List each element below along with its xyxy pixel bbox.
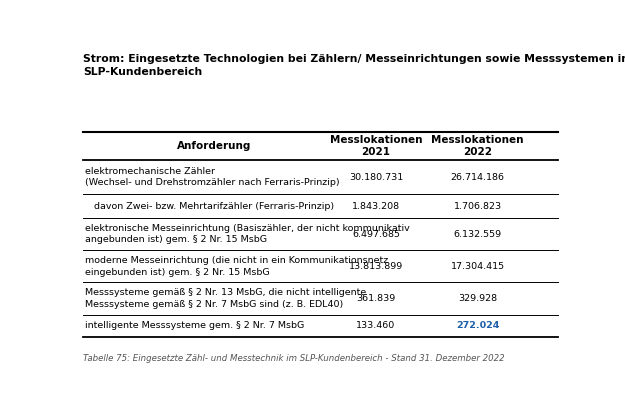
Text: 361.839: 361.839 [356,294,396,303]
Text: elektromechanische Zähler
(Wechsel- und Drehstromzähler nach Ferraris-Prinzip): elektromechanische Zähler (Wechsel- und … [86,167,340,187]
Text: Messsysteme gemäß § 2 Nr. 13 MsbG, die nicht intelligente
Messsysteme gemäß § 2 : Messsysteme gemäß § 2 Nr. 13 MsbG, die n… [86,288,367,309]
Text: 26.714.186: 26.714.186 [451,173,505,181]
Text: davon Zwei- bzw. Mehrtarifzähler (Ferraris-Prinzip): davon Zwei- bzw. Mehrtarifzähler (Ferrar… [86,202,334,211]
Text: Anforderung: Anforderung [177,141,251,151]
Text: 6.497.685: 6.497.685 [352,230,400,239]
Text: moderne Messeinrichtung (die nicht in ein Kommunikationsnetz
eingebunden ist) ge: moderne Messeinrichtung (die nicht in ei… [86,256,389,277]
Text: Messlokationen
2022: Messlokationen 2022 [431,135,524,157]
Text: 6.132.559: 6.132.559 [454,230,502,239]
Text: 1.843.208: 1.843.208 [352,202,400,211]
Text: 13.813.899: 13.813.899 [349,262,403,271]
Text: 329.928: 329.928 [458,294,498,303]
Text: intelligente Messsysteme gem. § 2 Nr. 7 MsbG: intelligente Messsysteme gem. § 2 Nr. 7 … [86,321,304,330]
Text: 17.304.415: 17.304.415 [451,262,505,271]
Text: 1.706.823: 1.706.823 [454,202,502,211]
Text: 133.460: 133.460 [356,321,396,330]
Text: Strom: Eingesetzte Technologien bei Zählern/ Messeinrichtungen sowie Messsysteme: Strom: Eingesetzte Technologien bei Zähl… [83,54,625,77]
Text: Tabelle 75: Eingesetzte Zähl- und Messtechnik im SLP-Kundenbereich - Stand 31. D: Tabelle 75: Eingesetzte Zähl- und Messte… [83,354,504,362]
Text: Messlokationen
2021: Messlokationen 2021 [330,135,422,157]
Text: 30.180.731: 30.180.731 [349,173,403,181]
Text: 272.024: 272.024 [456,321,499,330]
Text: elektronische Messeinrichtung (Basiszähler, der nicht kommunikativ
angebunden is: elektronische Messeinrichtung (Basiszähl… [86,224,410,245]
